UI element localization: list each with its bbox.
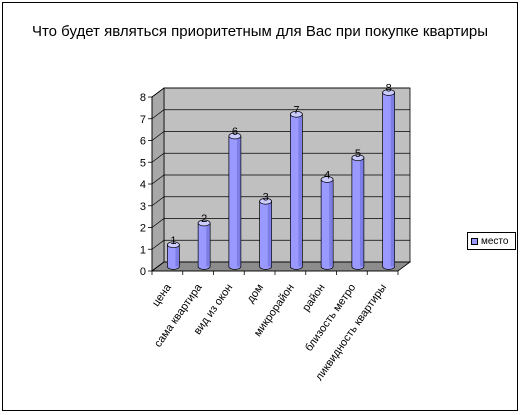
bar-top <box>228 132 242 140</box>
data-label: 6 <box>232 126 238 138</box>
y-tick-label: 0 <box>140 266 146 278</box>
data-label: 5 <box>355 148 361 160</box>
x-tick-label: дом <box>245 282 266 305</box>
gridline <box>151 109 410 120</box>
gridline <box>151 174 410 185</box>
bar-shade <box>206 223 210 267</box>
bar-shade <box>236 136 241 267</box>
legend: место <box>467 232 516 250</box>
bar-shade <box>359 157 364 267</box>
bar-shade <box>267 201 272 267</box>
data-label: 8 <box>386 83 392 95</box>
bar-top <box>259 197 272 205</box>
bar <box>320 179 334 270</box>
x-tick-label: район <box>300 282 327 314</box>
bar <box>167 244 180 270</box>
bar <box>228 135 242 270</box>
y-tick-label: 4 <box>140 179 146 191</box>
data-label: 7 <box>293 104 299 116</box>
bar <box>290 113 303 270</box>
y-tick-label: 8 <box>140 92 146 104</box>
gridline <box>151 87 410 98</box>
bar-top <box>167 241 180 249</box>
data-label: 2 <box>201 213 207 225</box>
bar-top <box>351 154 365 162</box>
bar-top <box>382 89 395 96</box>
data-label: 1 <box>170 235 176 247</box>
bar-top <box>290 110 303 118</box>
data-label: 4 <box>324 170 330 182</box>
y-tick-label: 2 <box>140 223 146 235</box>
y-tick-label: 6 <box>140 136 146 148</box>
bar <box>351 157 365 270</box>
bar-shade <box>298 114 303 267</box>
bar-shade <box>390 92 395 267</box>
y-tick-label: 7 <box>140 114 146 126</box>
data-label: 3 <box>263 191 269 203</box>
x-tick-label: цена <box>150 281 174 309</box>
legend-swatch <box>471 237 478 245</box>
gridline <box>151 152 410 163</box>
legend-label: место <box>481 235 509 247</box>
bar-shade <box>175 244 180 267</box>
y-tick-label: 3 <box>140 201 146 213</box>
chart-title: Что будет являться приоритетным для Вас … <box>31 23 489 40</box>
gridline <box>151 131 410 141</box>
floor <box>150 261 412 272</box>
bar <box>382 92 395 270</box>
y-tick-label: 5 <box>140 157 146 169</box>
bar <box>259 200 272 270</box>
bar-shade <box>329 179 333 267</box>
y-tick-label: 1 <box>140 244 146 256</box>
bar <box>197 222 211 270</box>
bar-top <box>197 219 211 227</box>
bar-top <box>320 176 334 183</box>
